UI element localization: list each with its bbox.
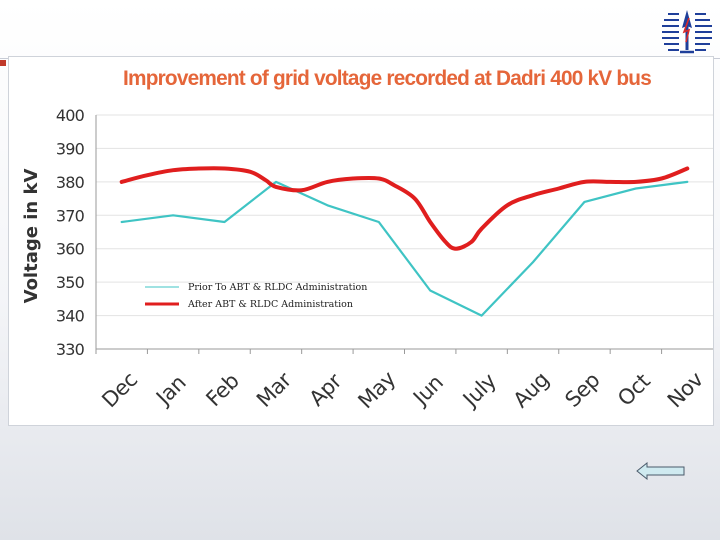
x-tick-label: Mar	[252, 367, 297, 412]
x-tick-labels: Dec Jan Feb Mar Apr May Jun July Aug Sep Oct Nov	[97, 367, 707, 414]
chart-title: Improvement of grid voltage recorded at …	[123, 67, 651, 90]
x-tick-label: Feb	[201, 369, 243, 411]
legend-label: Prior To ABT & RLDC Administration	[188, 282, 367, 293]
x-tick-label: Apr	[305, 369, 347, 411]
series-line-2	[119, 166, 690, 251]
x-tick-label: Oct	[613, 369, 655, 411]
x-tick-label: Dec	[97, 368, 142, 413]
x-tick-label: Jan	[150, 371, 190, 411]
x-tick-label: July	[457, 369, 501, 413]
y-tick-label: 360	[56, 240, 85, 259]
y-axis-label: Voltage in kV	[21, 169, 42, 304]
x-tick-label: May	[353, 367, 400, 414]
line-chart: Improvement of grid voltage recorded at …	[21, 67, 713, 414]
legend-label: After ABT & RLDC Administration	[187, 299, 353, 310]
gridlines	[96, 114, 713, 350]
y-tick-label: 390	[56, 139, 85, 158]
data-series	[119, 166, 690, 317]
left-arrow-icon	[636, 461, 685, 481]
x-tick-label: Jun	[407, 370, 448, 411]
legend: Prior To ABT & RLDC Administration After …	[145, 282, 367, 310]
organization-logo	[658, 4, 716, 58]
chart-panel: Improvement of grid voltage recorded at …	[8, 56, 714, 426]
axes	[95, 115, 713, 354]
y-tick-label: 350	[56, 273, 85, 292]
x-tick-label: Aug	[509, 368, 554, 413]
y-tick-label: 370	[56, 206, 85, 225]
y-tick-label: 340	[56, 307, 85, 326]
y-tick-label: 400	[56, 106, 85, 125]
y-tick-label: 380	[56, 173, 85, 192]
back-arrow-button[interactable]	[636, 461, 686, 481]
y-tick-label: 330	[56, 340, 85, 359]
x-tick-label: Nov	[663, 368, 708, 413]
y-tick-labels: 330 340 350 360 370 380 390 400	[56, 106, 86, 359]
series-line-1	[120, 180, 689, 317]
x-tick-label: Sep	[561, 368, 605, 412]
header-accent	[0, 60, 6, 66]
